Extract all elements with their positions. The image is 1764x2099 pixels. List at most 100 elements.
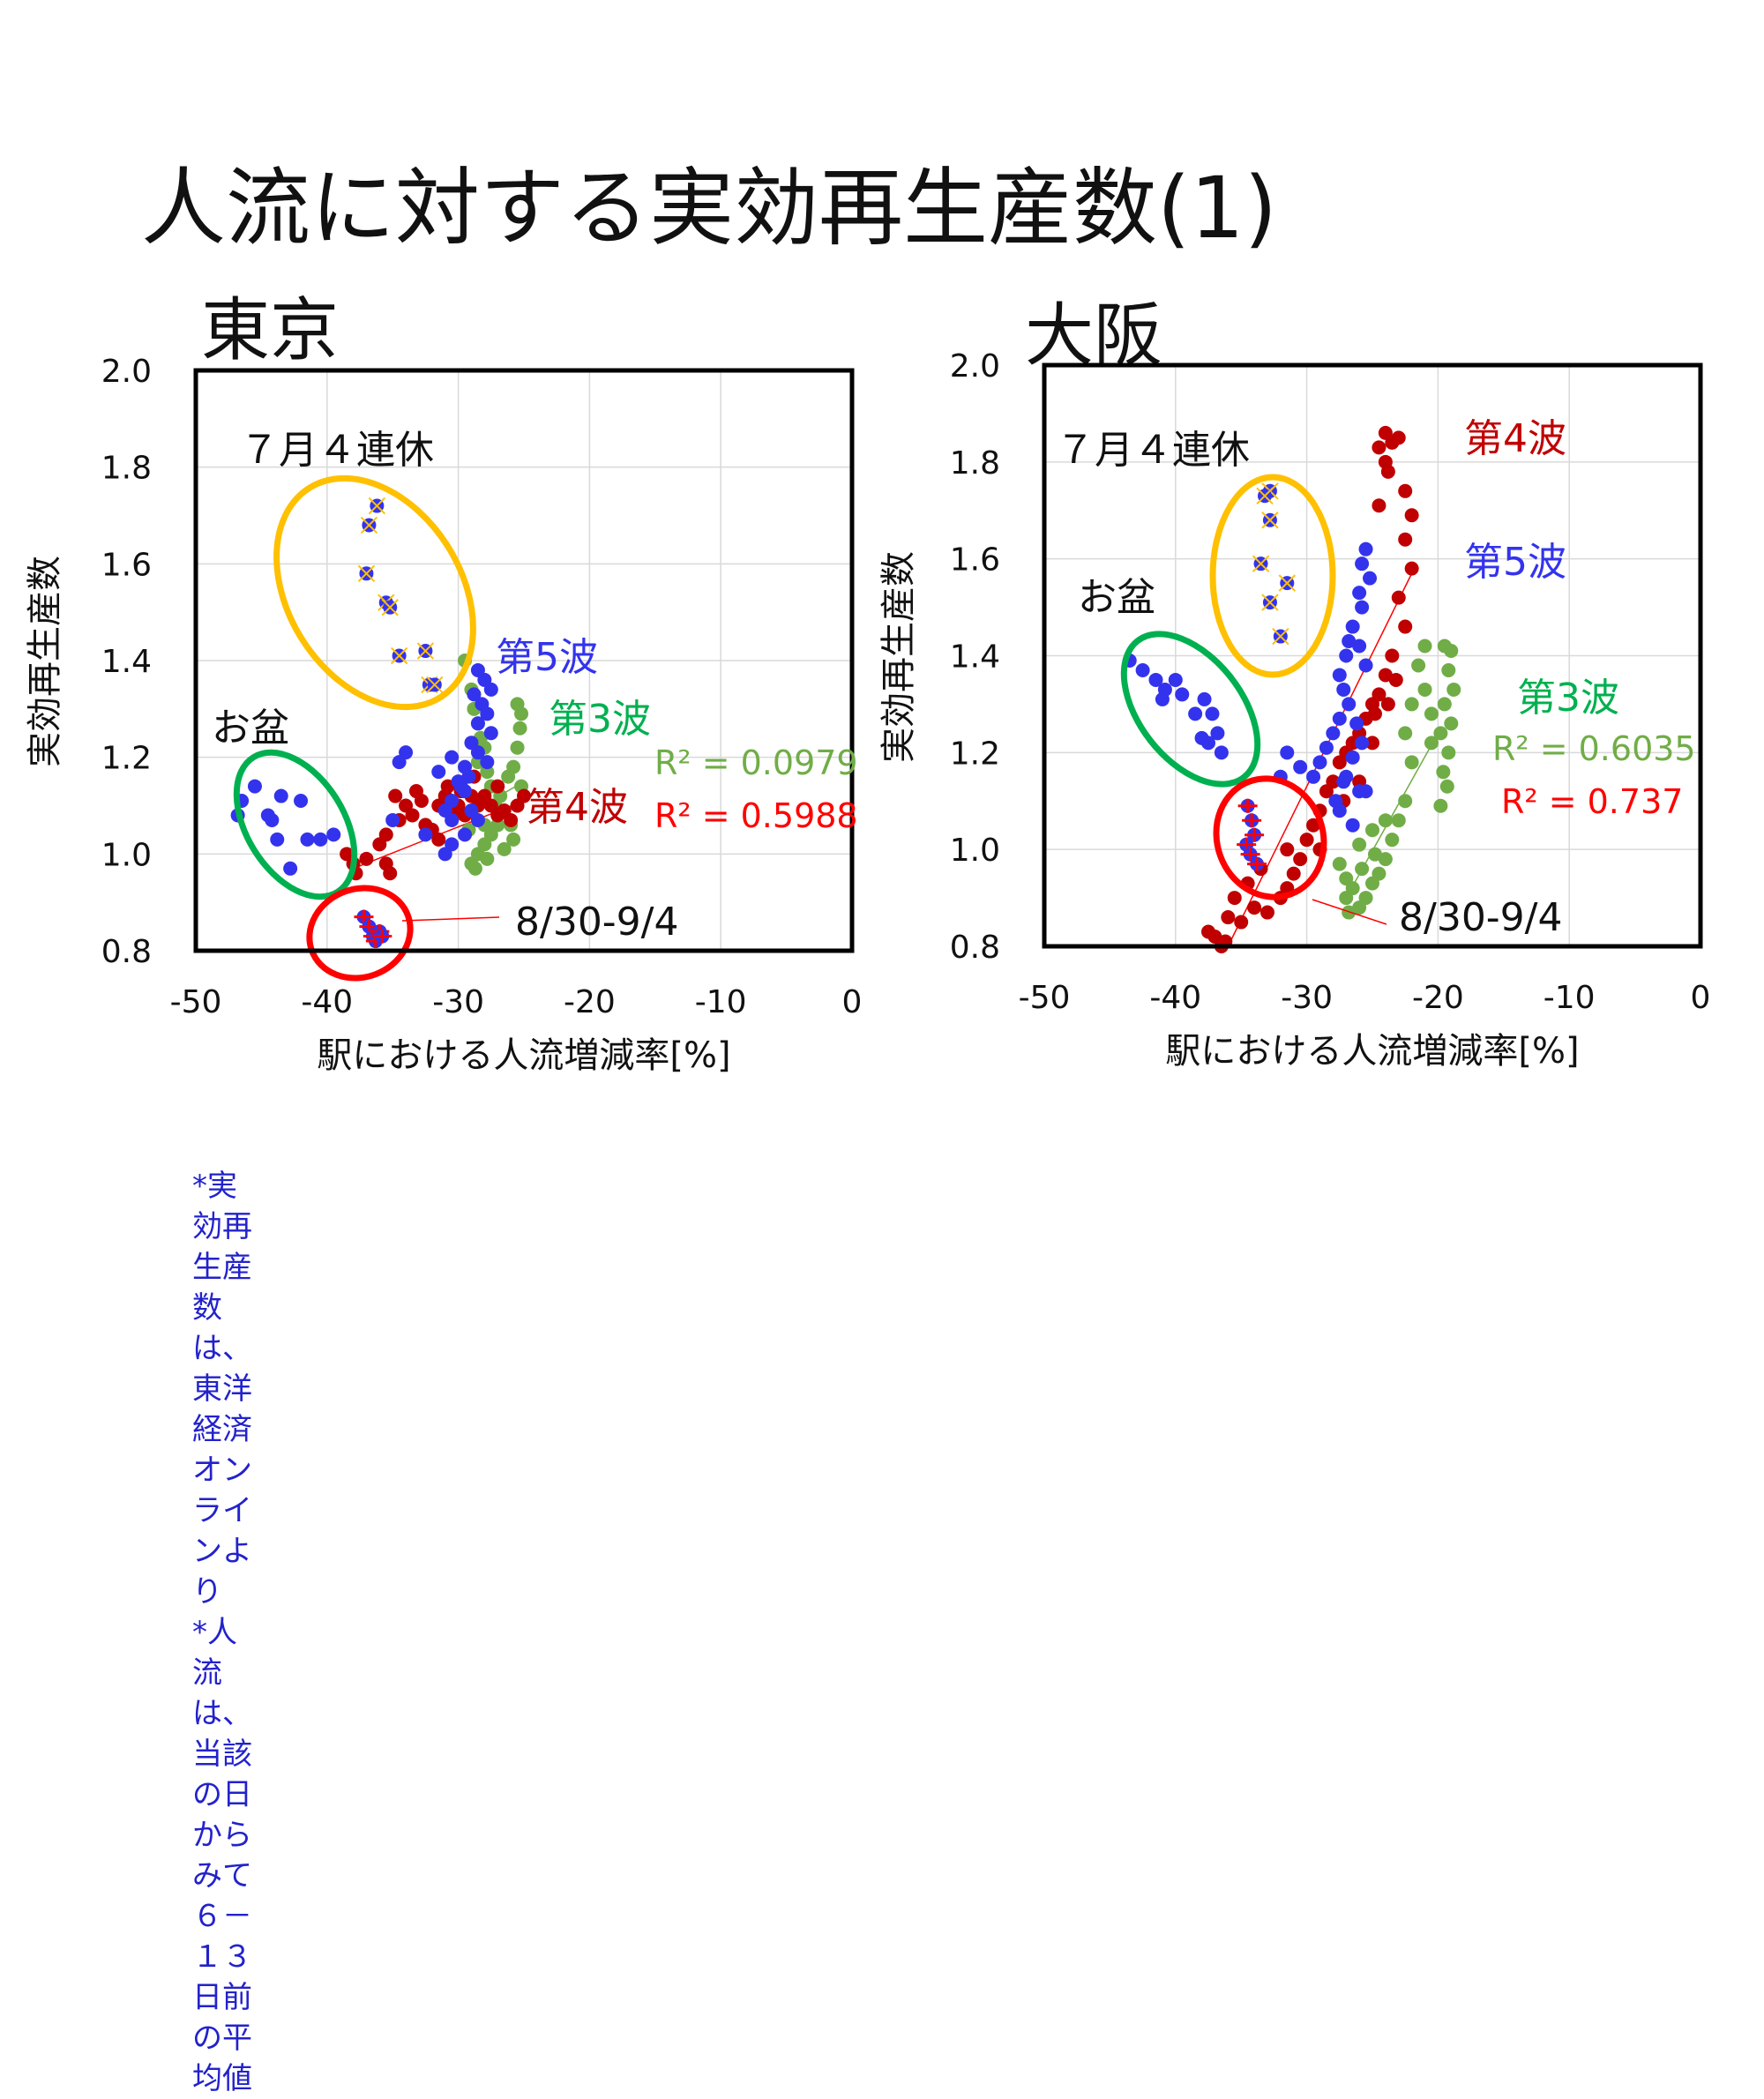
point-marker-x [381,598,399,616]
point-wave3 [1437,697,1452,712]
footnotes: *実効再生産数は、東洋経済オンラインより *人流は、当該の日からみて６－１３日前… [192,1166,252,2099]
point-wave3 [1439,779,1454,794]
point-wave5 [467,687,482,702]
point-wave4 [1391,590,1406,605]
point-wave5 [458,827,473,842]
point-wave3 [480,851,495,866]
point-obon [1168,672,1183,687]
point-wave4 [1391,430,1406,445]
point-wave5 [431,765,446,780]
point-wave3 [1339,891,1354,906]
y-tick-label: 0.8 [101,934,152,970]
point-wave5 [1293,759,1308,774]
y-tick-label: 1.4 [101,644,152,680]
y-axis-label: 実効再生産数 [878,551,919,763]
point-marker-x [1256,487,1274,504]
point-wave3 [1436,765,1451,780]
y-tick-label: 1.8 [950,445,1000,482]
point-marker-x [416,642,435,660]
point-wave4 [1388,672,1403,687]
point-wave3 [1352,837,1367,852]
y-tick-label: 2.0 [950,348,1000,385]
point-obon [247,779,262,794]
point-wave4 [1221,910,1236,925]
annotation-r2-wave3: R² = 0.0979 [654,743,858,782]
point-marker-x [390,646,408,665]
point-wave5 [1349,716,1364,731]
point-obon [300,832,315,847]
point-wave4 [440,779,455,794]
point-wave3 [1417,639,1432,654]
annotation-wave5-label: 第5波 [496,635,598,680]
point-marker-x [1261,512,1279,529]
point-wave4 [405,808,420,823]
highlight-ellipse-july [1209,474,1336,678]
point-wave4 [517,788,531,803]
point-wave5 [1355,736,1370,751]
point-wave5 [392,755,407,770]
point-wave4 [359,851,374,866]
annotation-july-label: ７月４連休 [240,428,434,473]
point-obon [1148,672,1163,687]
annotation-r2-wave3: R² = 0.6035 [1492,729,1696,768]
tokyo-chart: -50 -40 -30 -20 -10 0 0.8 1.0 1.2 1.4 1.6 1.8 2.0 駅にお… [25,354,862,1076]
highlight-ellipse-aug30 [1213,775,1327,900]
point-wave5 [1306,769,1321,784]
point-wave3 [1365,823,1379,838]
point-wave5 [470,716,485,731]
point-wave4 [1306,818,1321,833]
x-tick-label: -50 [1019,980,1071,1016]
point-wave3 [1441,745,1456,760]
point-obon [283,861,298,876]
annotation-aug30-label: 8/30-9/4 [515,900,679,945]
point-wave3 [1332,856,1347,871]
point-wave3 [501,769,516,784]
point-wave4 [388,788,403,803]
point-marker-x [357,564,376,583]
point-wave5 [1358,542,1373,556]
x-axis-label: 駅における人流増減率[%] [1165,1031,1579,1072]
x-tick-label: -40 [301,984,353,1020]
leader-line-aug30 [401,916,500,922]
point-obon [273,788,288,803]
point-wave3 [1385,833,1400,848]
point-wave4 [414,794,429,809]
x-tick-label: -30 [432,984,484,1020]
point-wave4 [490,779,505,794]
point-wave5 [1332,668,1347,683]
point-wave5 [1339,648,1354,663]
footnote-1: *実効再生産数は、東洋経済オンラインより [192,1169,252,1610]
point-wave4 [1372,498,1387,513]
osaka-chart: -50 -40 -30 -20 -10 0 0.8 1.0 1.2 1.4 1.6 1.8 2.0 駅にお… [878,348,1710,1072]
point-wave3 [1417,682,1432,697]
y-axis-label: 実効再生産数 [25,556,65,767]
point-obon [1155,691,1170,706]
point-wave4 [383,866,398,881]
x-tick-label: -40 [1149,980,1201,1016]
point-obon [1201,736,1215,751]
plot-area-border [1042,362,1703,949]
point-obon [1175,687,1190,702]
point-wave4 [1247,900,1262,915]
point-wave4 [1234,915,1249,930]
point-wave3 [1446,682,1461,697]
x-tick-label: -10 [695,984,747,1020]
point-wave3 [1424,706,1439,721]
point-wave5 [470,745,485,760]
x-tick-label: -50 [170,984,222,1020]
point-obon [1197,691,1212,706]
point-obon [1214,745,1229,760]
point-wave5 [1352,639,1367,654]
point-wave5 [1342,634,1357,649]
point-wave4 [504,812,519,827]
y-tick-label: 1.8 [101,451,152,487]
y-tick-label: 1.2 [101,741,152,777]
point-marker-x [426,676,444,694]
point-wave5 [1363,571,1378,586]
annotation-obon-label: お盆 [1078,575,1155,620]
point-wave3 [1404,755,1419,770]
point-wave3 [1342,905,1357,920]
point-wave4 [1286,866,1301,881]
point-wave5 [1326,726,1341,741]
footnote-2: *人流は、当該の日からみて６－１３日前の平均値 [192,1615,252,2096]
